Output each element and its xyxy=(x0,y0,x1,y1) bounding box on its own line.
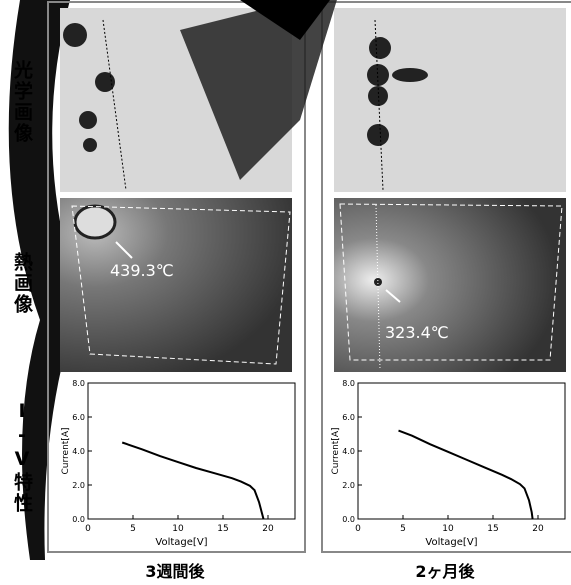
y-tick-label: 4.0 xyxy=(342,447,355,456)
y-tick-label: 8.0 xyxy=(72,379,85,388)
plot-frame xyxy=(358,383,565,519)
x-tick-label: 0 xyxy=(355,524,361,534)
y-tick-label: 6.0 xyxy=(342,413,355,422)
row-label: 熱画像 xyxy=(6,252,38,315)
x-tick-label: 15 xyxy=(217,524,228,534)
x-tick-label: 20 xyxy=(262,524,274,534)
column-label: 2ヶ月後 xyxy=(415,562,475,581)
x-tick-label: 10 xyxy=(442,524,454,534)
x-tick-label: 5 xyxy=(400,524,406,534)
y-tick-label: 0.0 xyxy=(342,515,355,524)
y-tick-label: 4.0 xyxy=(72,447,85,456)
y-tick-label: 2.0 xyxy=(72,481,85,490)
x-tick-label: 5 xyxy=(130,524,136,534)
x-tick-label: 10 xyxy=(172,524,184,534)
plot-frame xyxy=(88,383,295,519)
hot-spot xyxy=(374,278,382,286)
y-tick-label: 0.0 xyxy=(72,515,85,524)
y-axis-label: Current[A] xyxy=(61,428,71,475)
x-tick-label: 0 xyxy=(85,524,91,534)
y-tick-label: 6.0 xyxy=(72,413,85,422)
figure: 439.3℃ 323.4℃ 3週間後 2ヶ月後 0 5 10 15 20 0.0 2.0 4.… xyxy=(0,0,571,585)
thermal-image xyxy=(334,198,566,372)
photo xyxy=(334,8,566,192)
x-tick-label: 20 xyxy=(532,524,544,534)
annotation: 323.4℃ xyxy=(385,323,449,342)
x-axis-label: Voltage[V] xyxy=(155,537,207,548)
hot-spot xyxy=(75,206,115,238)
column-label: 3週間後 xyxy=(145,562,205,581)
row-label: I-V特性 xyxy=(6,400,38,514)
annotation: 439.3℃ xyxy=(110,261,174,280)
y-axis-label: Current[A] xyxy=(331,428,341,475)
y-tick-label: 8.0 xyxy=(342,379,355,388)
x-axis-label: Voltage[V] xyxy=(425,537,477,548)
y-tick-label: 2.0 xyxy=(342,481,355,490)
page: 439.3℃ 323.4℃ 3週間後 2ヶ月後 0 5 10 15 20 0.0 2.0 4.… xyxy=(0,0,571,585)
x-tick-label: 15 xyxy=(487,524,498,534)
row-label: 光学画像 xyxy=(6,60,38,144)
